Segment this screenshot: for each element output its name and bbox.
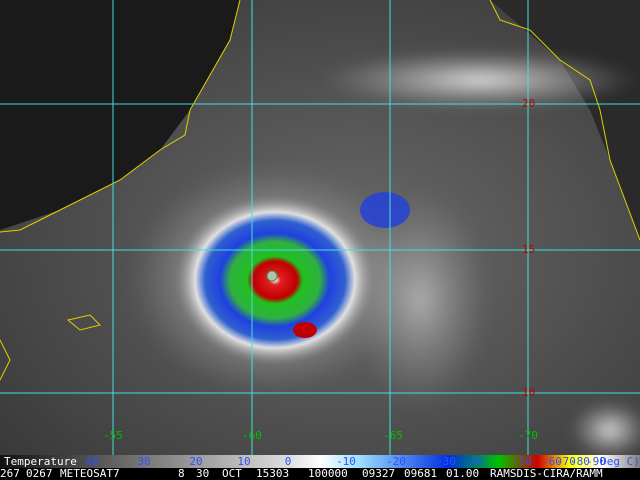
color-bar xyxy=(0,455,640,468)
latitude-label: 10 xyxy=(522,386,535,399)
footer-field: RAMSDIS-CIRA/RAMM xyxy=(490,467,603,480)
latitude-label: 20 xyxy=(522,97,535,110)
latitude-labels: 20 15 10 xyxy=(522,97,535,399)
footer-bar xyxy=(0,468,640,480)
grid xyxy=(0,0,640,455)
footer-field: 0267 xyxy=(26,467,53,480)
footer-field: METEOSAT7 xyxy=(60,467,120,480)
colorbar-labels: 40 30 20 10 0 -10 -20 -30 -40 -50 -60-70-80-90Deg … xyxy=(85,455,640,468)
colorbar-label: -30 xyxy=(436,455,456,468)
latitude-label: 15 xyxy=(522,243,535,256)
footer-field: 30 xyxy=(196,467,209,480)
colorbar-label: -40 xyxy=(464,455,484,468)
land xyxy=(490,0,640,240)
colorbar-title: Temperature xyxy=(4,455,77,468)
longitude-labels: -55 -60 -65 -70 xyxy=(103,429,538,442)
colorbar-label: 10 xyxy=(237,455,250,468)
convection xyxy=(293,322,317,338)
colorbar-label: 0 xyxy=(285,455,292,468)
colorbar-label: 40 xyxy=(85,455,98,468)
footer: 267 0267 METEOSAT7 8 30 OCT 15303 100000 09327 09… xyxy=(0,467,603,480)
colorbar-label: 30 xyxy=(137,455,150,468)
footer-field: 100000 xyxy=(308,467,348,480)
colorbar-label: -20 xyxy=(386,455,406,468)
footer-field: 01.00 xyxy=(446,467,479,480)
longitude-label: -60 xyxy=(242,429,262,442)
colorbar-label: 20 xyxy=(189,455,202,468)
colorbar-label: Deg C) xyxy=(600,455,640,468)
colorbar-label: -60 xyxy=(542,455,562,468)
colorbar-label: -90 xyxy=(586,455,606,468)
footer-field: OCT xyxy=(222,467,242,480)
footer-field: 09681 xyxy=(404,467,437,480)
longitude-label: -65 xyxy=(383,429,403,442)
footer-field: 267 xyxy=(0,467,20,480)
coastline xyxy=(0,0,640,381)
convection xyxy=(360,192,410,228)
land xyxy=(0,0,240,230)
colorbar-label: -80 xyxy=(570,455,590,468)
footer-field: 15303 xyxy=(256,467,289,480)
colorbar-label: -10 xyxy=(336,455,356,468)
footer-field: 09327 xyxy=(362,467,395,480)
colorbar-label: -50 xyxy=(512,455,532,468)
colorbar-label: -70 xyxy=(556,455,576,468)
footer-field: 8 xyxy=(178,467,185,480)
longitude-label: -55 xyxy=(103,429,123,442)
longitude-label: -70 xyxy=(518,429,538,442)
eye xyxy=(266,270,278,282)
